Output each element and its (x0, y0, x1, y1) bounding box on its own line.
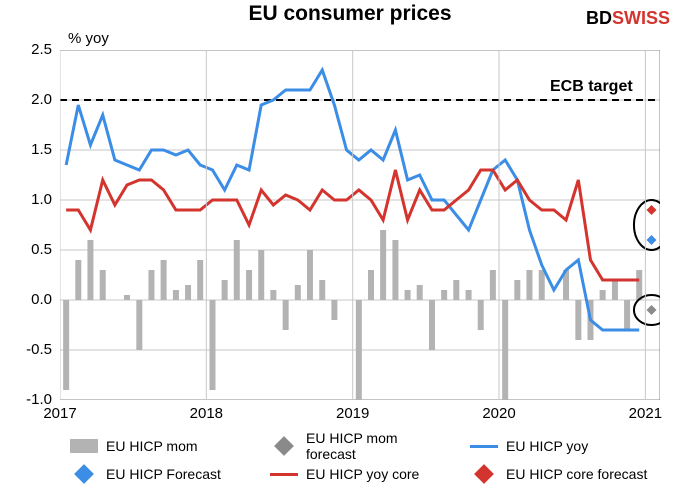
legend-swatch (474, 464, 494, 484)
legend-swatch (274, 436, 294, 456)
y-tick: 2.0 (12, 91, 52, 108)
x-tick: 2020 (479, 405, 519, 422)
y-tick: 0.0 (12, 291, 52, 308)
y-tick: 1.5 (12, 141, 52, 158)
x-tick: 2017 (40, 405, 80, 422)
x-tick: 2021 (625, 405, 665, 422)
x-tick: 2018 (186, 405, 226, 422)
legend-swatch (70, 439, 98, 453)
legend-item: EU HICP core forecast (470, 466, 650, 482)
legend-item: EU HICP mom (70, 430, 250, 462)
chart-svg (60, 50, 660, 400)
legend: EU HICP mom EU HICP mom forecast EU HICP y… (70, 430, 670, 486)
legend-item: EU HICP mom forecast (270, 430, 450, 462)
y-tick: 2.5 (12, 41, 52, 58)
legend-item: EU HICP Forecast (70, 466, 250, 482)
y-tick: -0.5 (12, 341, 52, 358)
plot-area (60, 50, 660, 400)
chart-title: EU consumer prices (248, 2, 451, 26)
legend-label: EU HICP yoy core (306, 466, 419, 482)
legend-swatch (470, 445, 498, 448)
legend-label: EU HICP Forecast (106, 466, 221, 482)
y-tick: 1.0 (12, 191, 52, 208)
x-tick: 2019 (333, 405, 373, 422)
legend-label: EU HICP mom forecast (306, 430, 450, 462)
legend-swatch (270, 473, 298, 476)
legend-label: EU HICP mom (106, 438, 198, 454)
legend-swatch (74, 464, 94, 484)
brand-logo: BDSWISS (586, 8, 670, 29)
y-axis-label: % yoy (68, 30, 109, 47)
logo-bd: BD (586, 8, 612, 28)
legend-item: EU HICP yoy (470, 430, 650, 462)
ecb-target-label: ECB target (550, 78, 633, 96)
y-tick: 0.5 (12, 241, 52, 258)
legend-label: EU HICP core forecast (506, 466, 647, 482)
logo-swiss: SWISS (612, 8, 670, 28)
legend-item: EU HICP yoy core (270, 466, 450, 482)
legend-label: EU HICP yoy (506, 438, 588, 454)
